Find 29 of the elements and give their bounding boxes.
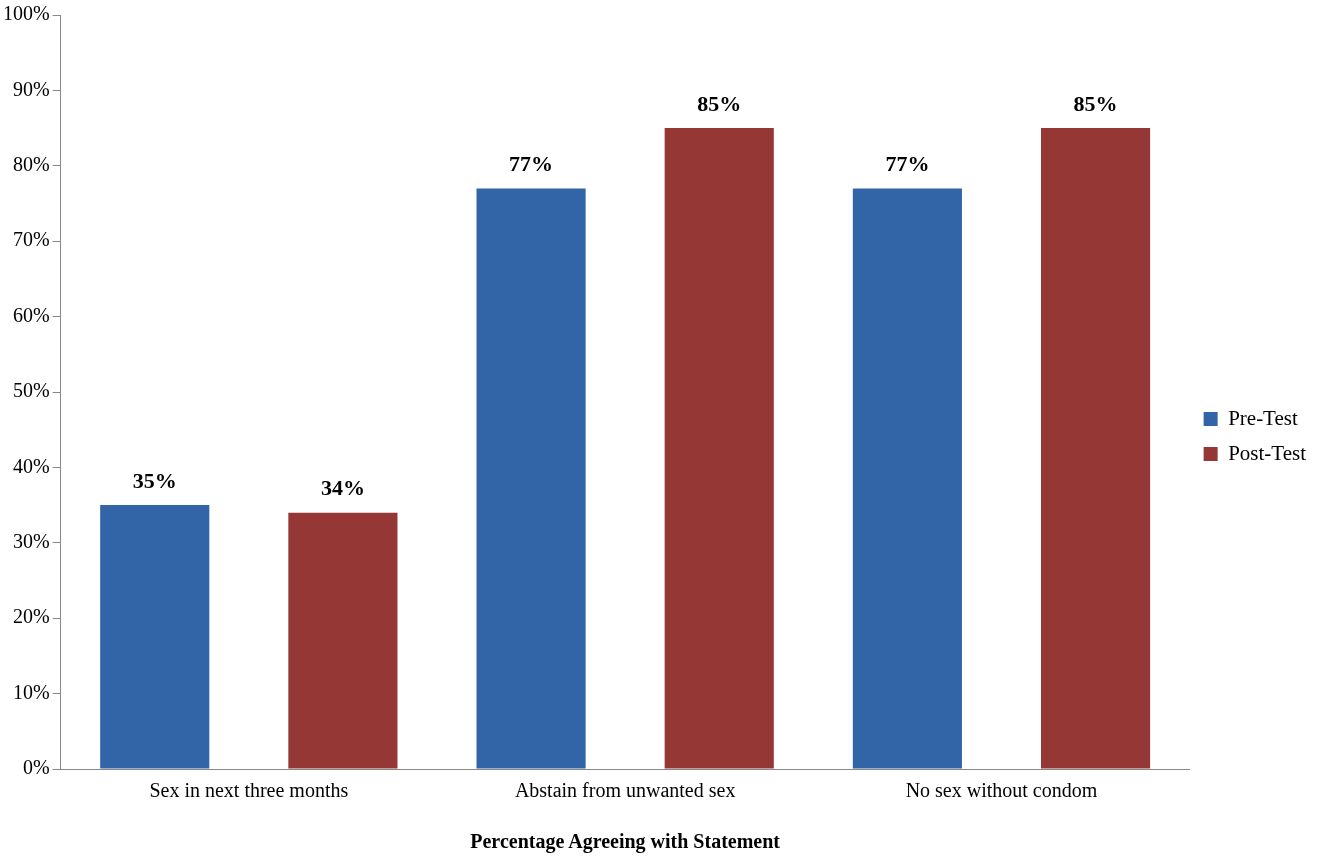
x-tick-label: Sex in next three months (149, 779, 349, 802)
legend-label: Pre-Test (1228, 405, 1298, 430)
x-tick-label: No sex without condom (905, 779, 1098, 802)
y-tick-label: 80% (12, 153, 50, 176)
y-tick-label: 40% (12, 454, 50, 477)
bar (664, 128, 774, 769)
data-label: 85% (1073, 90, 1118, 116)
x-tick-label: Abstain from unwanted sex (514, 779, 736, 802)
data-label: 35% (132, 467, 177, 493)
y-tick-label: 20% (12, 605, 50, 628)
bar (476, 188, 586, 769)
data-label: 77% (885, 151, 930, 177)
legend-label: Post-Test (1228, 440, 1307, 465)
data-label: 34% (320, 475, 365, 501)
bar (288, 512, 398, 769)
data-label: 77% (509, 151, 554, 177)
bar (1040, 128, 1151, 769)
bar (100, 505, 210, 769)
y-tick-label: 50% (12, 379, 50, 402)
y-tick-label: 60% (12, 303, 50, 326)
y-tick-label: 30% (12, 530, 50, 553)
y-tick-label: 0% (22, 756, 50, 779)
y-tick-label: 70% (12, 228, 50, 251)
data-label: 85% (697, 90, 742, 116)
y-tick-label: 10% (12, 680, 50, 703)
y-tick-label: 90% (12, 77, 50, 100)
x-axis-title: Percentage Agreeing with Statement (470, 830, 781, 854)
bar (852, 188, 962, 769)
y-tick-label: 100% (2, 2, 50, 25)
